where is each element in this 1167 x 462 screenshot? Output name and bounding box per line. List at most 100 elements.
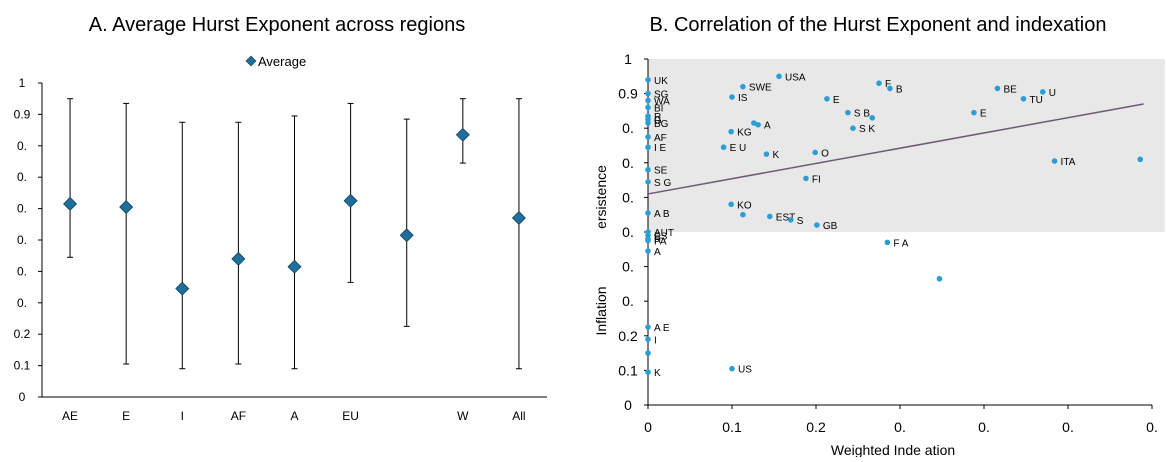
panel-a-legend-label: Average — [258, 54, 306, 69]
panel-b-y-tick-label: 0.9 — [618, 86, 638, 102]
panel-b-point-label: SWE — [749, 83, 772, 94]
panel-b-data-point — [645, 104, 651, 111]
panel-b-data-point — [755, 121, 761, 128]
panel-b-data-point — [645, 97, 651, 104]
panel-b-data-point — [645, 336, 651, 343]
panel-b-point-label: BE — [1003, 84, 1017, 95]
panel-b-x-tick-label: 0. — [978, 419, 990, 435]
panel-b-data-point — [845, 109, 851, 116]
panel-b-data-point — [728, 128, 734, 135]
panel-b-point-label: S B — [854, 109, 870, 120]
panel-b-point-label: O — [821, 148, 829, 159]
panel-b-shade-rect — [648, 59, 1165, 232]
panel-b-x-tick-label: 0. — [1062, 419, 1074, 435]
panel-b-point-label: GB — [823, 221, 838, 232]
panel-a-average-point — [455, 127, 470, 142]
panel-b-y-axis-label-left: Inflation — [593, 286, 609, 335]
panel-b-x-tick-label: 0. — [894, 419, 906, 435]
panel-b-x-tick-label: 0 — [644, 419, 652, 435]
panel-b-data-point — [645, 350, 651, 356]
panel-b-data-point — [740, 211, 746, 218]
panel-a-y-tick-label: 0.1 — [14, 359, 31, 373]
panel-a-y-tick-label: 1 — [19, 76, 26, 90]
panel-b-title: B. Correlation of the Hurst Exponent and… — [650, 14, 1107, 36]
panel-b-data-point — [645, 324, 651, 330]
panel-b-point-label: K — [772, 150, 779, 161]
panel-b-point-label: ES — [654, 231, 668, 242]
panel-a-y-tick-label: 0. — [17, 170, 27, 184]
panel-b-x-axis-label: Weighted Inde ation — [831, 442, 955, 457]
panel-b-point-label: A B — [654, 209, 670, 220]
panel-a-average-point — [231, 251, 246, 266]
panel-a-chart: A. Average Hurst Exponent across regions… — [14, 14, 547, 423]
panel-a-average-point — [175, 281, 190, 296]
panel-b-y-tick-label: 0. — [622, 259, 634, 275]
panel-a-y-tick-label: 0 — [19, 390, 26, 404]
panel-b-point-label: KG — [737, 128, 752, 139]
panel-b-point-label: A — [764, 121, 771, 132]
panel-b-y-tick-label: 0.1 — [618, 362, 638, 378]
panel-b-data-point — [645, 369, 651, 375]
panel-a-average-point — [63, 196, 78, 211]
panel-b-data-point — [936, 275, 943, 282]
panel-b-data-point — [869, 115, 876, 121]
panel-b-data-point — [645, 179, 651, 185]
panel-b-data-point — [776, 73, 782, 80]
panel-b-point-label: KO — [737, 200, 752, 211]
panel-b-y-tick-label: 0.2 — [618, 328, 638, 344]
panel-a-x-tick-label: All — [512, 409, 525, 423]
panel-b-point-label: I — [654, 335, 657, 346]
panel-b-point-label: F — [885, 79, 891, 90]
panel-b-point-label: G — [654, 116, 662, 127]
panel-a-y-tick-label: 0. — [17, 264, 27, 278]
panel-a-y-tick-label: 0. — [17, 202, 27, 216]
panel-b-data-point — [645, 120, 651, 126]
panel-b-point-label: ITA — [1061, 157, 1076, 168]
panel-b-point-label: WA — [654, 97, 670, 108]
panel-b-data-point — [788, 217, 794, 223]
panel-b-y-tick-label: 0. — [622, 120, 634, 136]
panel-a-average-point — [119, 200, 134, 215]
panel-b-point-label: UK — [654, 76, 668, 87]
panel-b-data-point — [1020, 95, 1027, 102]
panel-b-point-label: BG — [654, 119, 669, 130]
panel-b-data-point — [645, 210, 651, 216]
panel-b-x-tick-label: 0.2 — [806, 419, 826, 435]
panel-b-data-point — [1051, 158, 1058, 164]
panel-b-data-point — [876, 80, 882, 87]
panel-b-data-point — [729, 365, 735, 372]
panel-a-marks — [63, 98, 526, 370]
panel-b-data-point — [1137, 156, 1144, 163]
panel-b-data-point — [887, 85, 893, 92]
panel-b-point-label: R — [654, 235, 661, 246]
panel-b-point-label: A E — [654, 323, 670, 334]
panel-a-axes: 0 0.1 0.2 0. 0. 0. 0. 0. 0. 0.9 1 AE E I AF A EU W All — [14, 76, 547, 423]
panel-b-point-label: R — [654, 112, 661, 123]
panel-b-point-label: B — [896, 84, 903, 95]
panel-b-point-label: USA — [785, 72, 806, 83]
panel-b-data-point — [751, 120, 757, 126]
panel-b-point-label: S K — [859, 124, 875, 135]
panel-b-axes: 0 0.1 0.2 0. 0. 0. 0. 0. 0. 0.9 1 0 0.1 0.2 0. 0. 0. 0. — [618, 51, 1158, 435]
panel-b-point-label: AF — [654, 133, 667, 144]
panel-b-y-tick-label: 0. — [622, 293, 634, 309]
panel-a-x-tick-label: AF — [231, 409, 246, 423]
panel-b-point-label: A — [654, 247, 661, 258]
panel-b-data-point — [645, 237, 651, 244]
panel-b-y-tick-label: 0. — [622, 189, 634, 205]
panel-a-average-point — [287, 259, 302, 274]
panel-a-legend: Average — [245, 54, 306, 69]
panel-b-y-axis-label-right: ersistence — [593, 165, 609, 229]
panel-a-x-tick-label: AE — [62, 409, 78, 423]
panel-b-data-point — [884, 239, 891, 246]
panel-b-data-point — [767, 213, 773, 220]
panel-b-point-label: TU — [1029, 95, 1042, 106]
panel-a-x-tick-label: I — [181, 409, 184, 423]
panel-a-y-tick-label: 0.9 — [14, 107, 31, 121]
panel-a-x-tick-label: E — [122, 409, 130, 423]
panel-b-data-point — [824, 95, 830, 102]
panel-b-point-label: FI — [812, 174, 821, 185]
panel-b-data-point — [971, 109, 977, 116]
panel-b-data-point — [740, 83, 746, 90]
panel-b-shaded-region — [648, 59, 1165, 232]
